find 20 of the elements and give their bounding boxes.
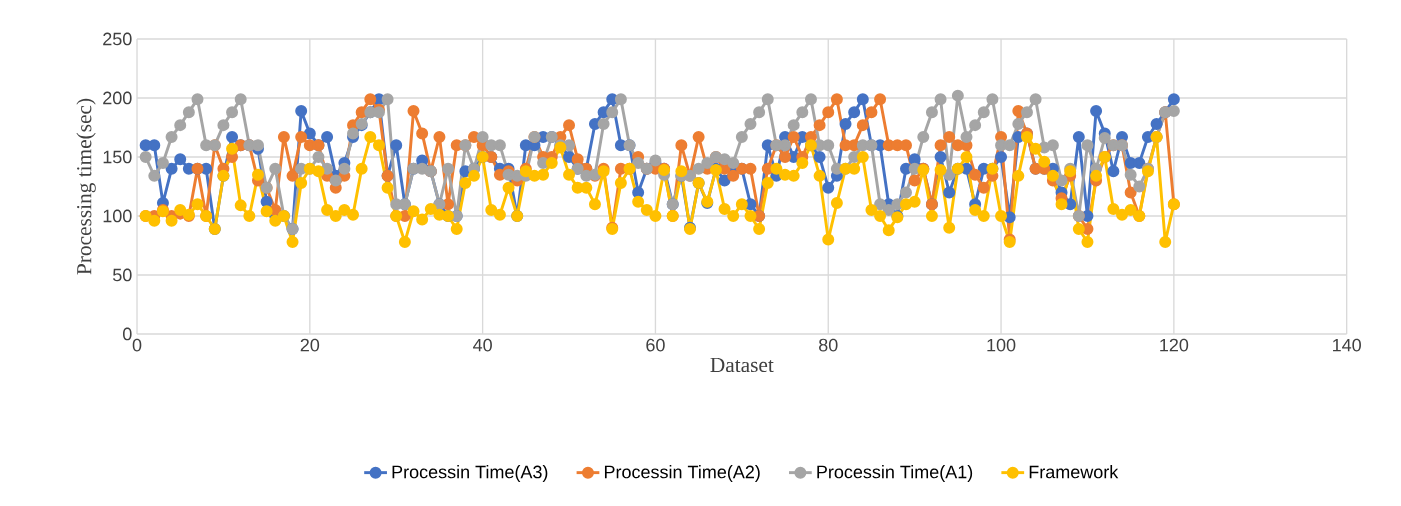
y-tick-label: 150 xyxy=(103,150,132,164)
y-tick-label: 250 xyxy=(103,32,132,46)
x-tick-label: 100 xyxy=(987,338,1016,352)
x-tick-label: 20 xyxy=(300,338,320,352)
y-tick-label: 50 xyxy=(113,268,132,282)
y-tick-label: 0 xyxy=(123,327,132,341)
legend-label: Processin Time(A2) xyxy=(604,465,760,482)
x-tick-label: 40 xyxy=(473,338,492,352)
y-tick-label: 100 xyxy=(103,209,132,223)
x-tick-label: 0 xyxy=(132,338,142,352)
legend-label: Processin Time(A1) xyxy=(817,465,973,482)
x-tick-label: 80 xyxy=(819,338,838,352)
legend-label: Framework xyxy=(1029,465,1119,479)
x-tick-label: 60 xyxy=(646,338,665,352)
x-tick-label: 120 xyxy=(1160,338,1189,352)
x-tick-label: 140 xyxy=(1333,338,1361,352)
y-axis-title: Processing time(sec) xyxy=(76,98,96,275)
legend-label: Processin Time(A3) xyxy=(392,465,548,482)
x-axis-title: Dataset xyxy=(710,357,774,373)
y-tick-label: 200 xyxy=(103,91,132,105)
